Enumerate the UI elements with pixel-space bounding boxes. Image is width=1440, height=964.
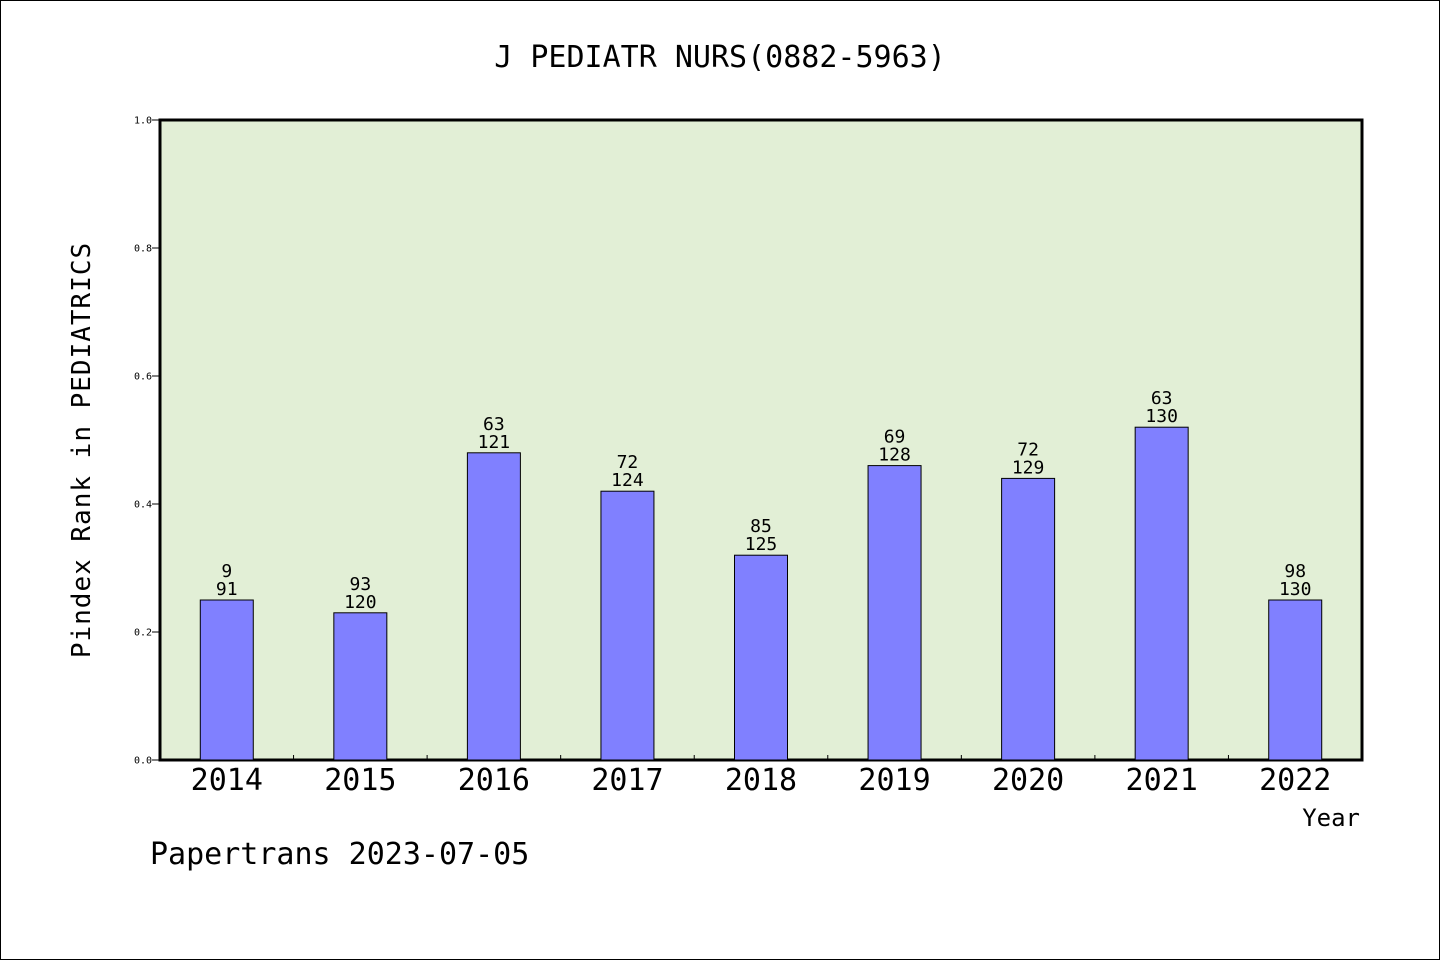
bar-rank-label: 72 [617, 452, 639, 473]
y-tick-label: 0.2 [134, 628, 152, 639]
chart-title: J PEDIATR NURS(0882-5963) [494, 40, 946, 75]
bar-total-label: 120 [344, 592, 377, 613]
bar-total-label: 130 [1279, 579, 1312, 600]
x-tick-label: 2018 [725, 763, 797, 798]
bar-rank-label: 98 [1284, 561, 1306, 582]
x-axis-label: Year [1302, 804, 1360, 832]
bar [867, 465, 922, 761]
bar-series [199, 426, 1323, 761]
bar-total-label: 130 [1145, 406, 1178, 427]
x-tick-label: 2015 [324, 763, 396, 798]
bar [466, 452, 521, 761]
x-tick-label: 2014 [191, 763, 263, 798]
y-axis: 0.0 0.2 0.4 0.6 0.8 1.0 [134, 116, 160, 767]
bar-total-label: 91 [216, 579, 238, 600]
bar [600, 490, 655, 761]
y-tick-label: 0.4 [134, 500, 152, 511]
bar-total-label: 125 [745, 534, 778, 555]
x-tick-label: 2022 [1259, 763, 1331, 798]
bar [734, 554, 788, 761]
y-axis-label: Pindex Rank in PEDIATRICS [67, 242, 97, 658]
bar-rank-label: 9 [221, 561, 232, 582]
bar [333, 612, 388, 761]
bar-rank-label: 72 [1017, 439, 1039, 460]
y-tick-label: 0.6 [134, 372, 152, 383]
bar-rank-label: 85 [750, 516, 772, 537]
bar [199, 599, 254, 761]
bar-rank-label: 69 [884, 427, 906, 448]
bar-rank-label: 93 [349, 574, 371, 595]
bar [1268, 599, 1323, 761]
y-tick-label: 1.0 [134, 116, 152, 127]
bar-total-label: 129 [1012, 457, 1045, 478]
y-tick-label: 0.0 [134, 756, 152, 767]
y-tick-label: 0.8 [134, 244, 152, 255]
x-tick-label: 2021 [1126, 763, 1198, 798]
x-axis: 2014 2015 2016 2017 2018 2019 2020 2021 2022 [191, 755, 1331, 798]
bar-total-label: 121 [478, 432, 511, 453]
x-tick-label: 2016 [458, 763, 530, 798]
bar [1001, 477, 1056, 761]
bar-rank-label: 63 [1151, 388, 1173, 409]
bar-rank-label: 63 [483, 414, 505, 435]
footer-watermark: Papertrans 2023-07-05 [150, 837, 529, 872]
x-tick-label: 2020 [992, 763, 1064, 798]
bar [1134, 426, 1189, 761]
x-tick-label: 2017 [591, 763, 663, 798]
bar-total-label: 124 [611, 470, 644, 491]
x-tick-label: 2019 [858, 763, 930, 798]
bar-total-label: 128 [878, 445, 911, 466]
